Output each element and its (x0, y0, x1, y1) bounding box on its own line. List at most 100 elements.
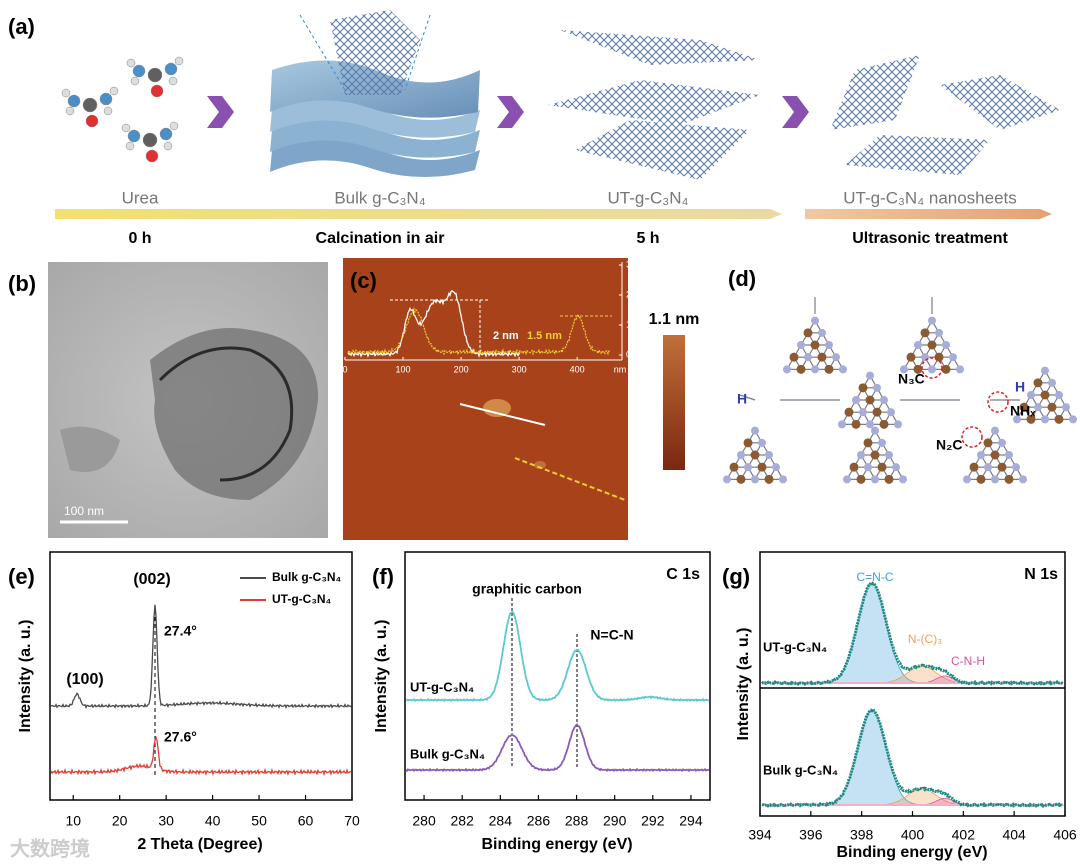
y-axis-label: Intensity (a. u.) (17, 620, 34, 733)
atom (844, 407, 854, 417)
atom (914, 341, 922, 349)
panel-label: (e) (8, 564, 35, 589)
atom (832, 353, 840, 362)
atom (856, 474, 866, 484)
atom (125, 141, 135, 151)
atom (885, 451, 893, 459)
atom (977, 451, 985, 459)
component-label: C-N-H (951, 654, 985, 668)
atom (934, 352, 944, 362)
atom (810, 340, 820, 350)
atom (1019, 402, 1029, 412)
atom (1054, 414, 1064, 424)
curve (761, 706, 1064, 809)
x-tick-label: 300 (512, 364, 527, 374)
scale-label: 100 nm (64, 504, 104, 518)
atom (67, 94, 81, 108)
y-tick-label: 1 (626, 319, 631, 329)
colorbar (663, 335, 685, 470)
x-tick-label: 200 (454, 364, 469, 374)
annotation: graphitic carbon (472, 581, 582, 597)
atom (169, 121, 179, 131)
atom (880, 396, 888, 404)
panel-label: (g) (722, 564, 750, 589)
highlight (921, 357, 943, 379)
panel-label: (b) (8, 271, 36, 296)
atom (863, 438, 873, 448)
atom (751, 475, 759, 484)
annotation: N=C-N (590, 627, 633, 643)
sheet (575, 120, 750, 180)
atom (789, 352, 799, 362)
atom (758, 438, 766, 447)
atom (843, 475, 851, 484)
x-axis-label: Binding energy (eV) (481, 836, 632, 853)
sample-label: UT-g-C₃N₄ (410, 679, 474, 694)
atom (984, 463, 992, 472)
atom (866, 420, 874, 429)
atom (928, 316, 936, 325)
bond (739, 394, 756, 401)
atom (1040, 390, 1050, 400)
atom (935, 328, 943, 337)
atom (818, 328, 826, 337)
profile-yellow (347, 307, 611, 356)
curve (405, 722, 710, 773)
chevron (497, 96, 524, 128)
atom (990, 450, 1000, 460)
x-tick-label: 404 (1002, 827, 1026, 843)
atom (824, 364, 834, 374)
atom (1026, 414, 1036, 424)
atom-label: N₂C (936, 437, 962, 453)
panel-label: (d) (728, 266, 756, 291)
atom (879, 419, 889, 429)
atom (145, 149, 159, 163)
sheet (548, 80, 760, 125)
x-tick-label: 50 (251, 813, 267, 829)
x-tick-label: 0 (342, 364, 347, 374)
atom (899, 475, 907, 484)
atom (894, 420, 902, 429)
x-tick-label: 406 (1053, 827, 1077, 843)
atom (920, 328, 930, 338)
atom (859, 408, 867, 417)
annotation: 27.6° (164, 729, 197, 745)
atom (750, 450, 760, 460)
atom (1047, 402, 1057, 412)
sheet (270, 140, 480, 178)
chevron (782, 96, 809, 128)
annotation: 2 nm (493, 330, 519, 342)
x-axis-label: 2 Theta (Degree) (137, 836, 262, 853)
annotation: 27.4° (164, 623, 197, 639)
plot-frame (49, 551, 353, 801)
atom (174, 56, 184, 66)
atom (109, 86, 119, 96)
sheet (830, 55, 920, 130)
atom (743, 438, 753, 448)
chevron (207, 96, 234, 128)
x-tick-label: 40 (205, 813, 221, 829)
panel-label: (c) (350, 268, 377, 293)
atom (1069, 415, 1077, 424)
y-tick-label: 3 (626, 259, 631, 269)
atom (1005, 451, 1013, 459)
afm-image (343, 258, 628, 540)
atom (1048, 378, 1056, 387)
atom (928, 365, 936, 374)
sample-label: Bulk g-C₃N₄ (410, 746, 485, 761)
atom (983, 438, 993, 448)
x-tick-label: 286 (527, 813, 551, 829)
panel-label: (a) (8, 14, 35, 39)
atom (991, 475, 999, 484)
sheet (845, 135, 990, 175)
atom (744, 463, 752, 472)
profile-line (459, 403, 546, 426)
atom (849, 462, 859, 472)
atom (887, 408, 895, 417)
sheet (560, 30, 760, 65)
atom (168, 76, 178, 86)
curve (405, 611, 710, 703)
lattice (330, 10, 420, 95)
colorbar-label: 1.1 nm (649, 311, 700, 328)
atom (757, 462, 767, 472)
